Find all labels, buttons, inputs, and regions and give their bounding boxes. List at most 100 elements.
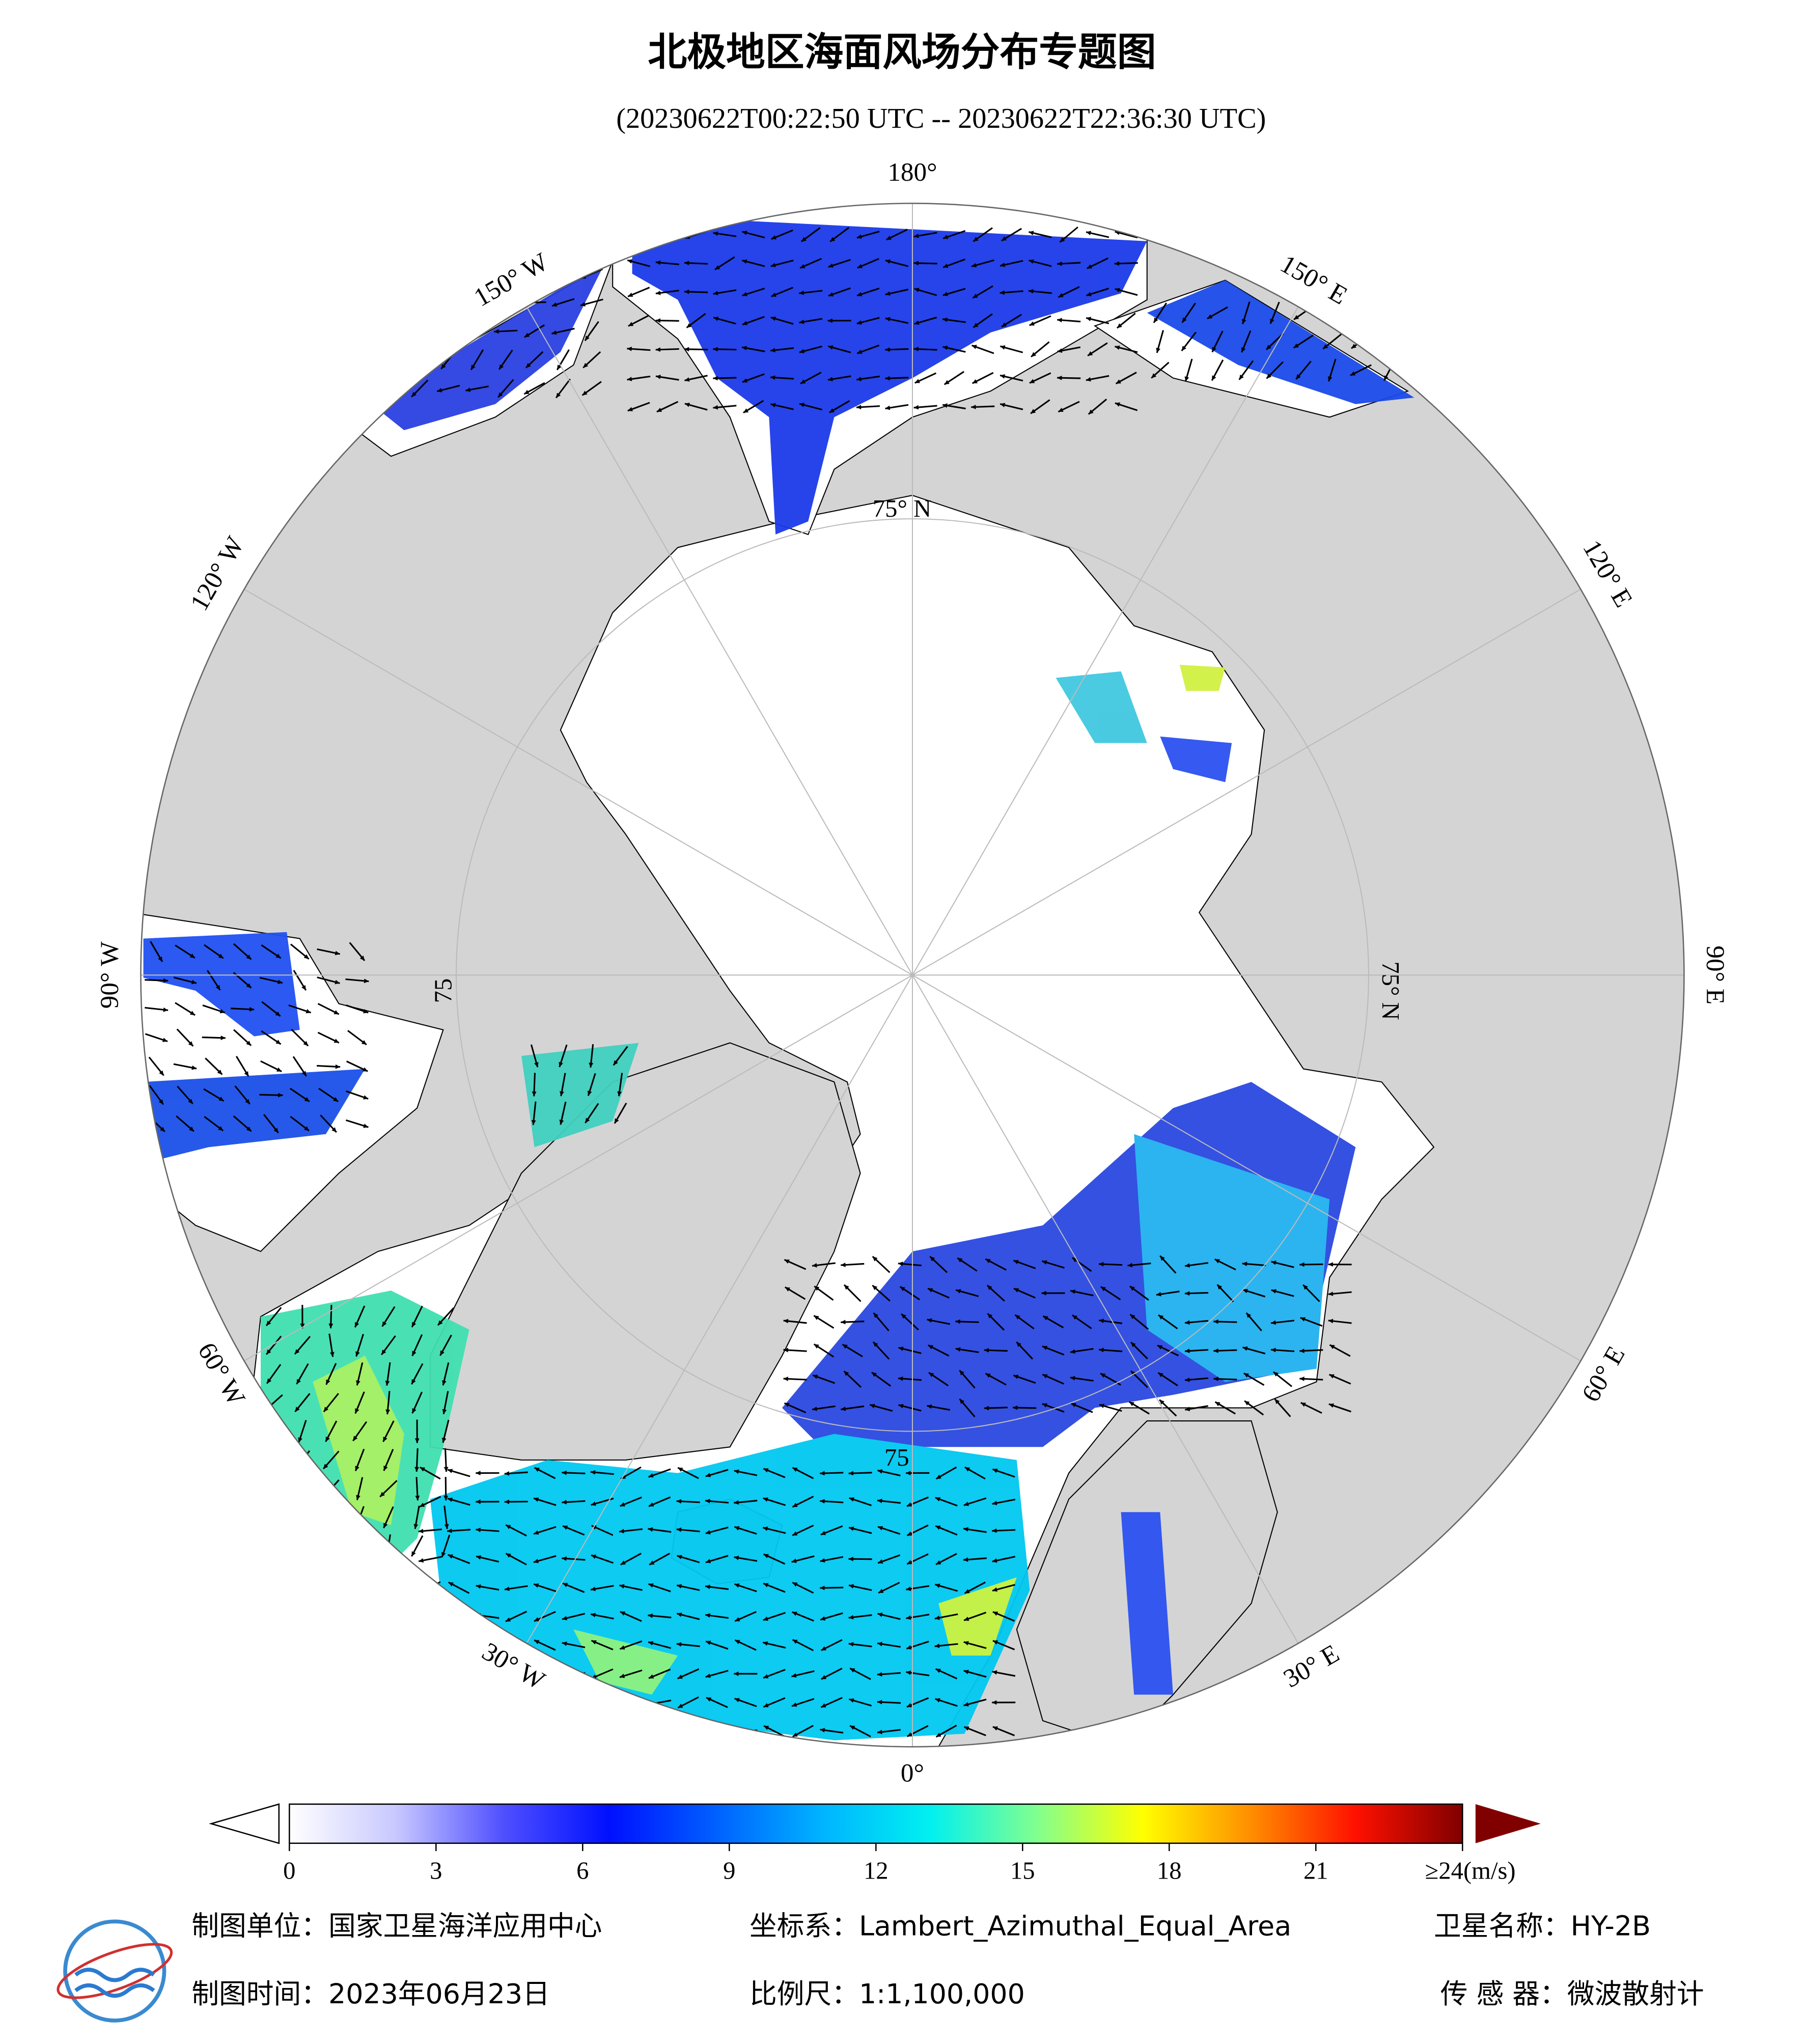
wind-arrow-head bbox=[447, 1497, 453, 1502]
wind-arrow-head bbox=[813, 1375, 818, 1379]
wind-arrow bbox=[419, 1725, 441, 1737]
wind-arrow-head bbox=[705, 1673, 711, 1678]
wind-arrow-head bbox=[522, 300, 528, 305]
meridian bbox=[526, 306, 913, 975]
wind-arrow-head bbox=[465, 330, 471, 335]
wind-arrow-head bbox=[562, 1500, 567, 1505]
wind-arrow-head bbox=[792, 1611, 797, 1616]
wind-arrow bbox=[562, 1726, 585, 1736]
wind-arrow bbox=[447, 1729, 471, 1733]
wind-arrow-head bbox=[619, 1584, 625, 1589]
colorbar-tick-label: 0 bbox=[283, 1857, 295, 1885]
colorbar-tick-label: 3 bbox=[430, 1857, 442, 1885]
wind-arrow-head bbox=[1114, 261, 1120, 266]
wind-arrow-head bbox=[914, 288, 920, 292]
wind-arrow-head bbox=[447, 1641, 453, 1646]
wind-arrow bbox=[300, 1534, 304, 1558]
wind-arrow-head bbox=[848, 1556, 853, 1561]
wind-arrow-head bbox=[1029, 321, 1035, 326]
wind-arrow-head bbox=[987, 1285, 992, 1291]
wind-arrow-head bbox=[906, 1645, 912, 1649]
wind-arrow-head bbox=[1028, 289, 1034, 294]
wind-arrow-head bbox=[898, 1376, 903, 1381]
wind-arrow-head bbox=[419, 1674, 425, 1679]
wind-arrow-head bbox=[160, 1127, 165, 1132]
footer-sensor: 传 感 器：微波散射计 bbox=[1440, 1978, 1704, 2010]
wind-arrow-head bbox=[684, 402, 690, 407]
wind-arrow-head bbox=[841, 1406, 846, 1411]
wind-arrow-head bbox=[1212, 347, 1216, 352]
wind-arrow-head bbox=[331, 1127, 337, 1133]
meridian bbox=[244, 589, 913, 976]
wind-arrow-head bbox=[420, 1618, 425, 1622]
wind-arrow-head bbox=[418, 1528, 424, 1533]
wind-arrow-head bbox=[849, 1497, 854, 1502]
wind-arrow-head bbox=[1000, 345, 1006, 350]
wind-arrow bbox=[533, 1700, 557, 1705]
wind-arrow-head bbox=[713, 347, 718, 352]
wind-arrow-head bbox=[447, 1701, 453, 1706]
wind-arrow-head bbox=[799, 403, 805, 407]
wind-arrow-head bbox=[617, 1091, 622, 1097]
wind-arrow-head bbox=[1057, 375, 1062, 380]
wind-arrow-head bbox=[1029, 379, 1035, 383]
wind-arrow-head bbox=[420, 1589, 426, 1594]
wind-arrow-head bbox=[743, 408, 749, 413]
wind-arrow-head bbox=[1329, 1374, 1335, 1379]
wind-arrow-head bbox=[276, 1067, 282, 1072]
wind-arrow-head bbox=[524, 332, 530, 338]
wind-arrow-head bbox=[934, 1615, 940, 1620]
wind-arrow-head bbox=[713, 291, 718, 296]
wind-arrow-head bbox=[763, 1468, 769, 1473]
wind-arrow-head bbox=[275, 1011, 281, 1017]
wind-arrow-head bbox=[1153, 317, 1158, 323]
wind-arrow-head bbox=[245, 1099, 250, 1104]
map-title: 北极地区海面风场分布专题图 bbox=[648, 30, 1156, 75]
wind-arrow-head bbox=[355, 1351, 360, 1357]
wind-arrow-head bbox=[906, 1586, 911, 1591]
wind-arrow-head bbox=[267, 1378, 272, 1384]
wind-arrow-head bbox=[499, 364, 504, 370]
wind-arrow-head bbox=[1131, 1370, 1136, 1376]
wind-arrow-head bbox=[1181, 346, 1186, 351]
wind-arrow-head bbox=[1057, 318, 1062, 323]
wind-arrow-head bbox=[992, 1640, 998, 1645]
wind-arrow-head bbox=[1000, 290, 1005, 295]
wind-arrow-head bbox=[1086, 377, 1091, 382]
wind-arrow-head bbox=[1031, 409, 1036, 414]
wind-arrow-head bbox=[477, 1669, 482, 1673]
wind-arrow bbox=[620, 1696, 642, 1709]
wind-arrow-head bbox=[270, 1467, 275, 1472]
wind-patch bbox=[938, 1577, 1017, 1656]
wind-arrow-head bbox=[677, 1555, 682, 1559]
wind-arrow-head bbox=[1214, 1259, 1220, 1264]
wind-arrow-head bbox=[763, 1616, 768, 1621]
wind-arrow-head bbox=[1381, 316, 1386, 321]
wind-arrow-head bbox=[447, 1671, 452, 1676]
wind-arrow-head bbox=[677, 1612, 682, 1617]
wind-arrow-head bbox=[1328, 1403, 1335, 1408]
wind-arrow-head bbox=[477, 1725, 483, 1730]
wind-arrow-head bbox=[648, 1473, 654, 1478]
wind-arrow-head bbox=[265, 1406, 270, 1411]
wind-arrow-head bbox=[323, 1407, 329, 1412]
wind-arrow-head bbox=[620, 1673, 625, 1678]
wind-arrow-head bbox=[580, 302, 586, 306]
wind-patch bbox=[143, 932, 300, 1037]
wind-arrow-head bbox=[619, 1727, 625, 1732]
wind-arrow-head bbox=[964, 1467, 970, 1472]
wind-arrow-head bbox=[1182, 317, 1187, 323]
meridian bbox=[912, 974, 1581, 1362]
wind-arrow-head bbox=[1015, 1314, 1020, 1320]
wind-arrow bbox=[562, 1700, 586, 1705]
wind-arrow-head bbox=[246, 1126, 252, 1132]
wind-arrow-head bbox=[266, 1349, 271, 1355]
wind-arrow-head bbox=[684, 289, 689, 294]
wind-arrow-head bbox=[984, 1406, 989, 1411]
wind-arrow-head bbox=[885, 347, 890, 352]
wind-arrow-head bbox=[1321, 314, 1327, 319]
wind-arrow-head bbox=[1213, 1319, 1218, 1324]
wind-arrow-head bbox=[412, 1351, 417, 1356]
wind-arrow-head bbox=[298, 1437, 302, 1443]
wind-arrow-head bbox=[476, 1471, 481, 1475]
